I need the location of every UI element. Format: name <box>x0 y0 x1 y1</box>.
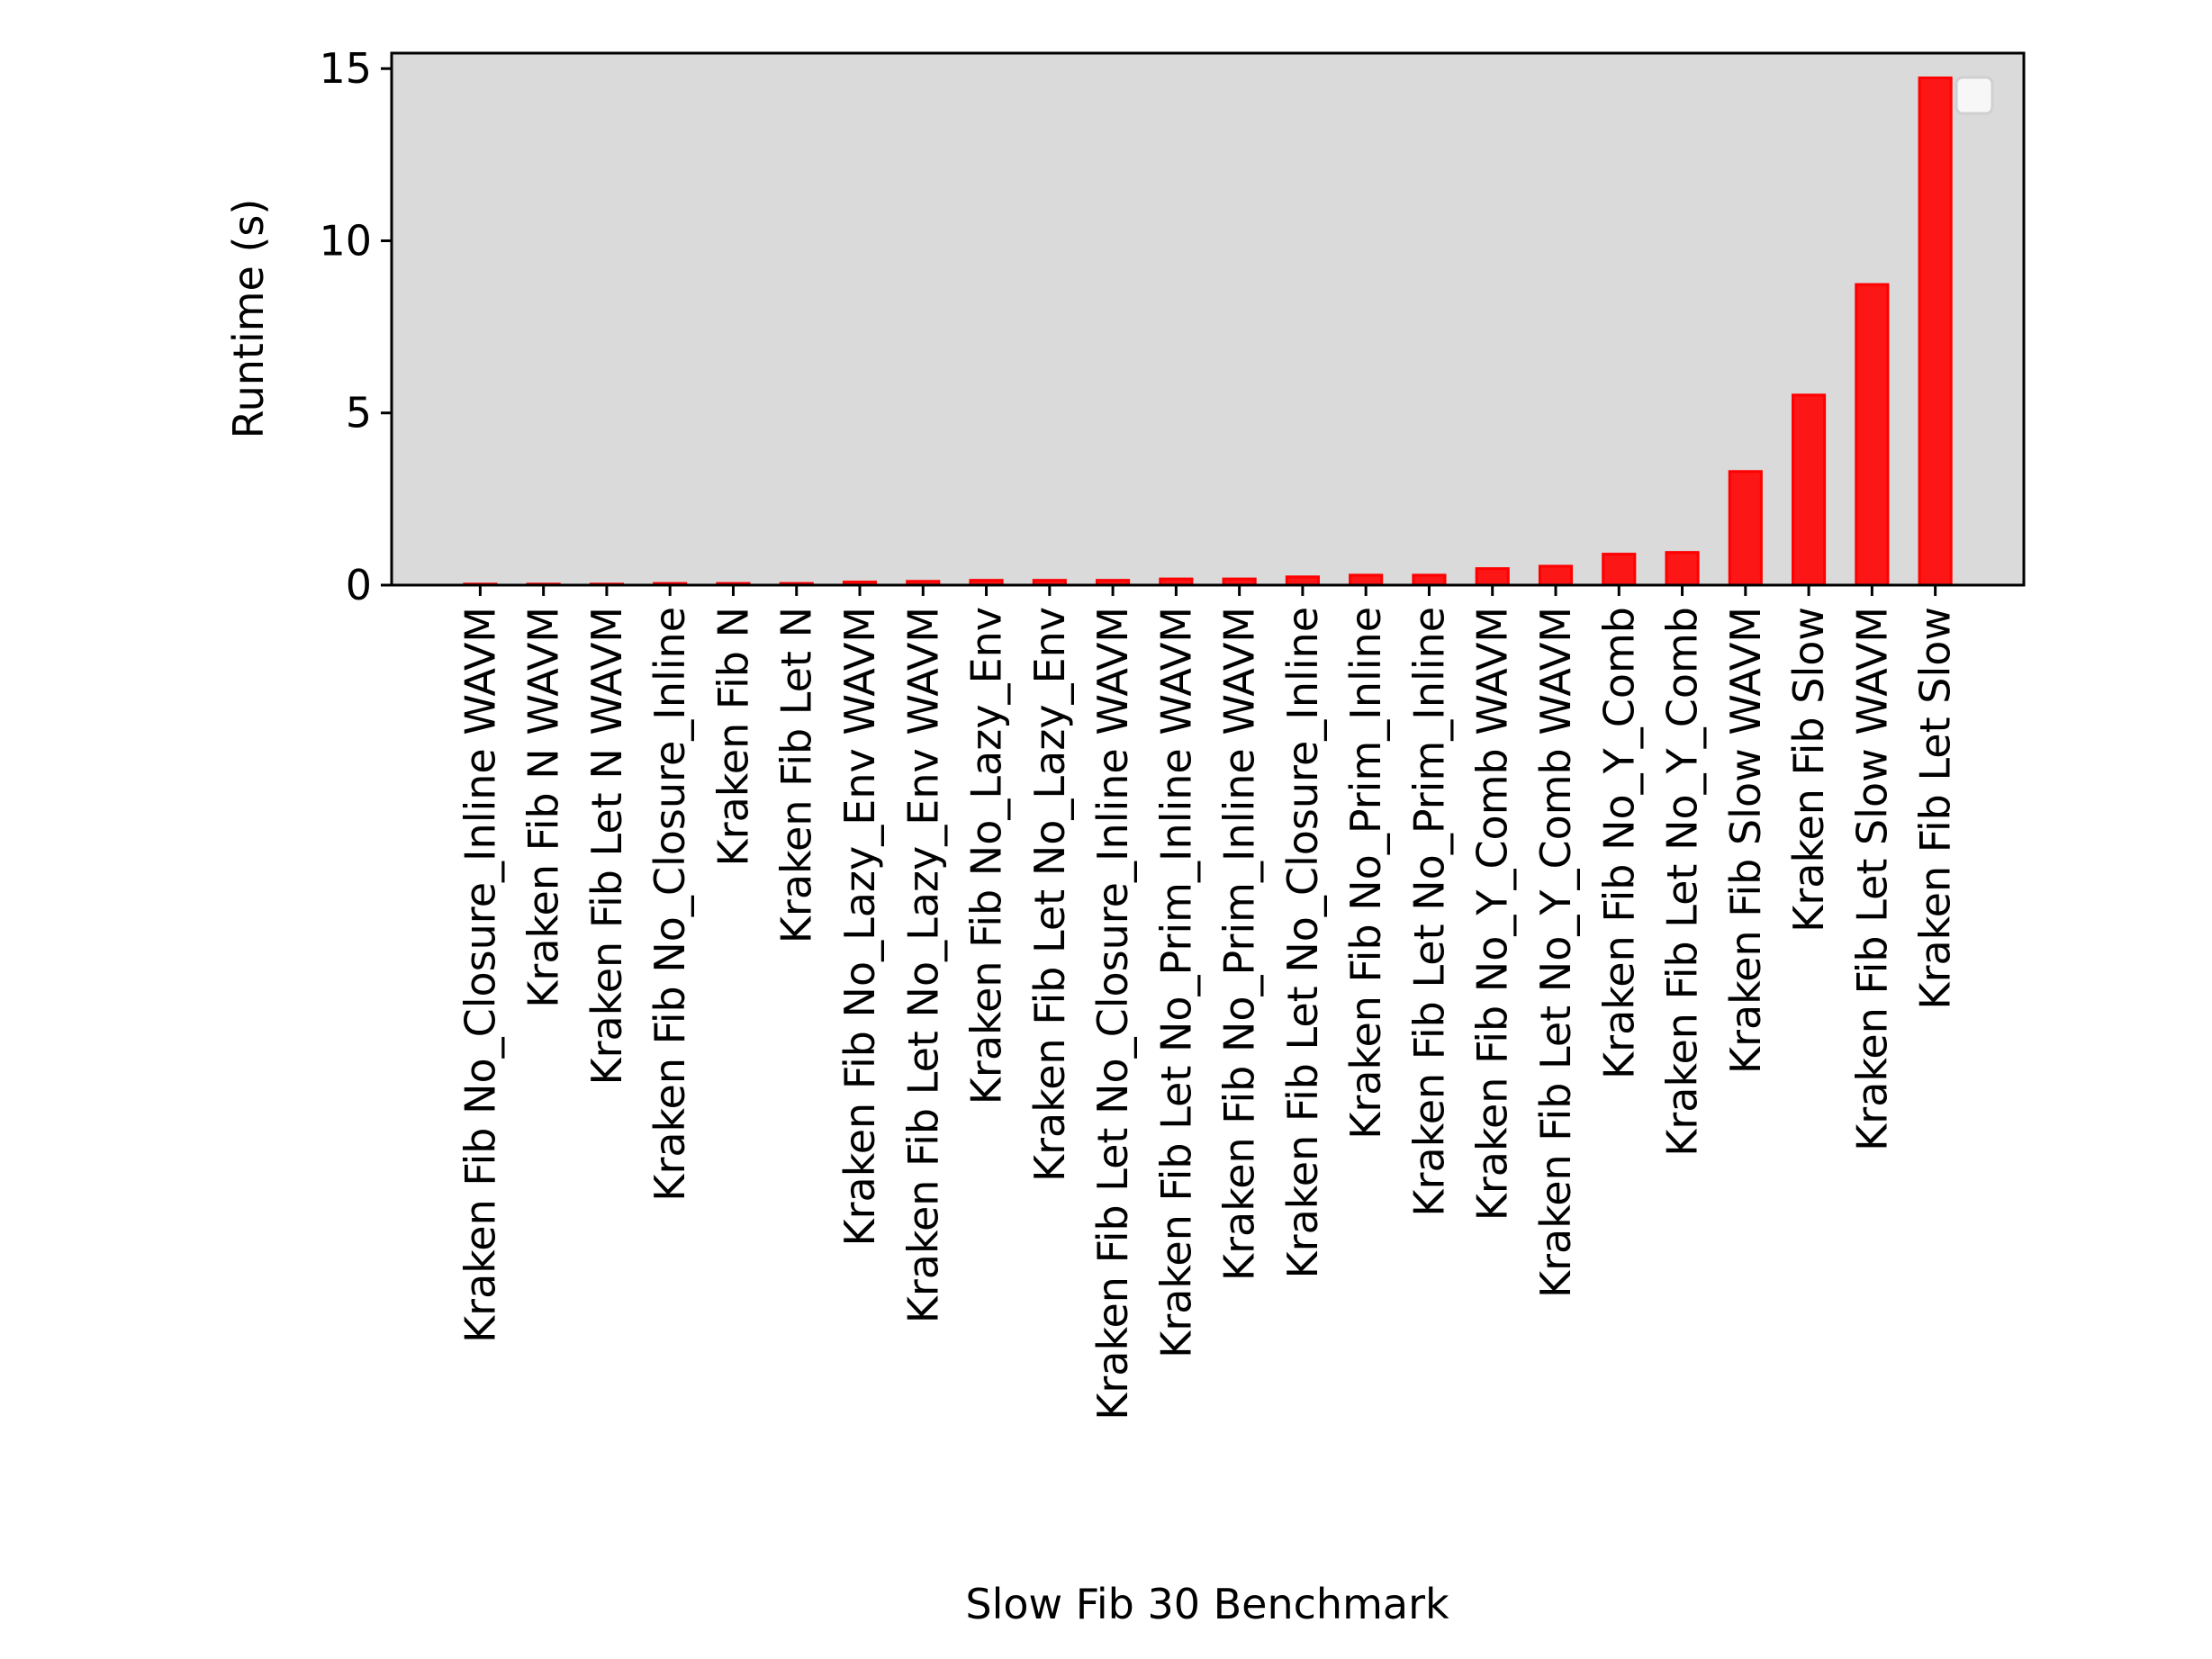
x-tick-label: Kraken Fib No_Prim_Inline <box>1341 607 1390 1140</box>
bar <box>1412 573 1447 587</box>
x-tick-label: Kraken Fib No_Lazy_Env <box>962 607 1011 1104</box>
x-tick-label: Kraken Fib N WAVM <box>519 607 568 1008</box>
x-tick-label: Kraken Fib Let No_Lazy_Env WAVM <box>898 607 947 1323</box>
x-tick-label: Kraken Fib No_Closure_Inline <box>646 607 694 1202</box>
x-tick-label: Kraken Fib No_Y_Comb <box>1594 607 1643 1079</box>
x-tick-label: Kraken Fib Let No_Y_Comb WAVM <box>1531 607 1580 1298</box>
x-tick-label: Kraken Fib Let No_Lazy_Env <box>1025 607 1074 1182</box>
bar <box>1918 77 1953 587</box>
x-tick-label: Kraken Fib No_Lazy_Env WAVM <box>835 607 884 1247</box>
legend-box <box>1955 76 1994 115</box>
x-tick-label: Kraken Fib Let N WAVM <box>582 607 631 1086</box>
bar <box>1792 393 1827 587</box>
x-tick-label: Kraken Fib Slow WAVM <box>1721 607 1770 1074</box>
x-tick-label: Kraken Fib Slow <box>1784 607 1833 933</box>
bar <box>1602 553 1637 587</box>
x-axis-label: Slow Fib 30 Benchmark <box>965 1580 1449 1628</box>
bar <box>1475 567 1510 587</box>
x-tick-label: Kraken Fib Let No_Prim_Inline WAVM <box>1151 607 1200 1358</box>
bar <box>1538 564 1574 587</box>
y-tick-label: 5 <box>346 389 372 437</box>
plot-frame <box>390 51 2026 587</box>
bar <box>1728 470 1763 587</box>
x-tick-label: Kraken Fib No_Closure_Inline WAVM <box>456 607 504 1343</box>
bar <box>1855 283 1890 587</box>
plot-background <box>392 53 2024 585</box>
x-tick-label: Kraken Fib Let No_Y_Comb <box>1658 607 1707 1157</box>
x-tick-label: Kraken Fib No_Prim_Inline WAVM <box>1215 607 1264 1281</box>
y-tick-label: 10 <box>319 216 372 265</box>
x-tick-label: Kraken Fib Let N <box>772 607 821 943</box>
y-tick-label: 15 <box>319 44 372 93</box>
x-tick-label: Kraken Fib Let Slow <box>1911 607 1960 1010</box>
x-tick-label: Kraken Fib Let No_Prim_Inline <box>1404 607 1453 1217</box>
x-tick-label: Kraken Fib Let No_Closure_Inline WAVM <box>1088 607 1137 1420</box>
x-tick-label: Kraken Fib Let Slow WAVM <box>1847 607 1896 1151</box>
x-tick-label: Kraken Fib Let No_Closure_Inline <box>1278 607 1327 1279</box>
y-tick-label: 0 <box>346 561 372 609</box>
bar <box>1349 573 1384 587</box>
bar <box>1665 551 1700 587</box>
y-axis-label: Runtime (s) <box>224 199 273 439</box>
x-tick-label: Kraken Fib N <box>709 607 757 866</box>
x-tick-label: Kraken Fib No_Y_Comb WAVM <box>1468 607 1517 1221</box>
